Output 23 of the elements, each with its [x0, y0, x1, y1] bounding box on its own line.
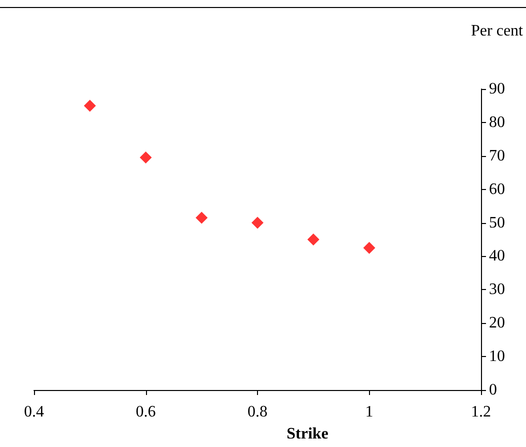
y-tick-label: 90 [489, 80, 505, 98]
x-axis-title: Strike [286, 426, 328, 442]
y-tick-label: 70 [489, 147, 505, 164]
point [196, 212, 208, 224]
x-tick-label: 1 [365, 404, 374, 420]
y-tick-label: 10 [489, 348, 505, 366]
point [84, 100, 96, 112]
x-tick-label: 0.6 [136, 404, 156, 420]
y-tick-label: 30 [489, 281, 505, 298]
point [140, 152, 152, 164]
y-tick-label: 40 [489, 248, 505, 265]
y-tick-label: 60 [489, 180, 505, 198]
x-tick-label: 0.4 [24, 404, 44, 420]
y-tick-label: 20 [489, 314, 505, 332]
y-axis-title: Per cent [471, 22, 524, 40]
y-tick-label: 50 [489, 214, 505, 232]
x-tick-label: 1.2 [471, 404, 491, 420]
point [252, 216, 264, 229]
point [307, 234, 320, 246]
x-tick-label: 0.8 [248, 404, 268, 420]
y-tick-label: 80 [489, 114, 505, 131]
point [363, 242, 376, 254]
y-tick-label: 0 [489, 382, 497, 398]
